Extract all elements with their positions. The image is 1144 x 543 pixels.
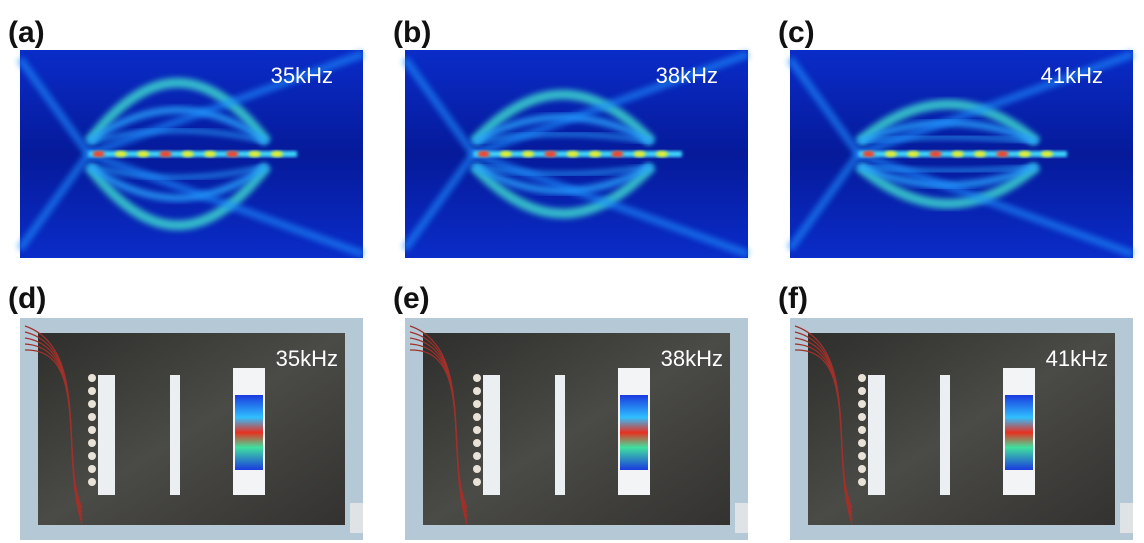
strip xyxy=(170,375,180,495)
hotspot xyxy=(589,151,601,157)
sensor xyxy=(473,465,481,473)
sensor xyxy=(858,426,866,434)
sensor xyxy=(858,400,866,408)
hotspot xyxy=(115,151,127,157)
sensor xyxy=(473,400,481,408)
strip xyxy=(868,375,885,495)
hotspot xyxy=(996,151,1008,157)
sensor xyxy=(858,478,866,486)
sensor xyxy=(473,426,481,434)
sensor xyxy=(88,452,96,460)
hotspot xyxy=(907,151,919,157)
hotspot xyxy=(271,151,283,157)
hotspot xyxy=(863,151,875,157)
sensor xyxy=(858,413,866,421)
sensor xyxy=(473,452,481,460)
hotspot xyxy=(656,151,668,157)
hotspot xyxy=(204,151,216,157)
inset-map xyxy=(620,395,648,470)
connector xyxy=(1120,503,1133,533)
strip xyxy=(483,375,500,495)
sensor xyxy=(88,426,96,434)
hotspot xyxy=(634,151,646,157)
sensor xyxy=(858,465,866,473)
hotspot xyxy=(137,151,149,157)
connector xyxy=(735,503,748,533)
inset-map xyxy=(235,395,263,470)
panel-label: (b) xyxy=(393,16,431,49)
sensor xyxy=(88,465,96,473)
hotspot xyxy=(478,151,490,157)
connector xyxy=(350,503,363,533)
hotspot xyxy=(1019,151,1031,157)
hotspot xyxy=(611,151,623,157)
figure: (a) 35kHz (b) 38kHz (c) 41kHz (d) 35kHz (e) 38kHz… xyxy=(0,0,1144,543)
hotspot xyxy=(249,151,261,157)
panel-label: (c) xyxy=(778,16,815,49)
sensor xyxy=(858,374,866,382)
hotspot xyxy=(1041,151,1053,157)
hotspot xyxy=(929,151,941,157)
hotspot xyxy=(567,151,579,157)
sensor xyxy=(473,439,481,447)
panel-label: (d) xyxy=(8,282,46,315)
sensor xyxy=(88,387,96,395)
hotspot xyxy=(885,151,897,157)
panel-label: (e) xyxy=(393,282,430,315)
strip xyxy=(555,375,565,495)
sensor xyxy=(473,387,481,395)
sensor xyxy=(858,452,866,460)
strip xyxy=(98,375,115,495)
strip xyxy=(940,375,950,495)
frequency-label: 41kHz xyxy=(1041,63,1103,88)
sensor xyxy=(858,387,866,395)
panel-label: (a) xyxy=(8,16,45,49)
panel-label: (f) xyxy=(778,282,808,315)
sensor xyxy=(858,439,866,447)
sensor xyxy=(473,374,481,382)
hotspot xyxy=(974,151,986,157)
hotspot xyxy=(93,151,105,157)
sensor xyxy=(88,439,96,447)
sensor xyxy=(88,400,96,408)
inset-map xyxy=(1005,395,1033,470)
sensor xyxy=(88,413,96,421)
hotspot xyxy=(522,151,534,157)
hotspot xyxy=(544,151,556,157)
sensor xyxy=(88,374,96,382)
hotspot xyxy=(500,151,512,157)
hotspot xyxy=(226,151,238,157)
hotspot xyxy=(159,151,171,157)
hotspot xyxy=(952,151,964,157)
frequency-label: 41kHz xyxy=(1046,346,1108,371)
sensor xyxy=(473,478,481,486)
hotspot xyxy=(182,151,194,157)
frequency-label: 38kHz xyxy=(656,63,718,88)
frequency-label: 35kHz xyxy=(271,63,333,88)
frequency-label: 35kHz xyxy=(276,346,338,371)
sensor xyxy=(473,413,481,421)
sensor xyxy=(88,478,96,486)
frequency-label: 38kHz xyxy=(661,346,723,371)
